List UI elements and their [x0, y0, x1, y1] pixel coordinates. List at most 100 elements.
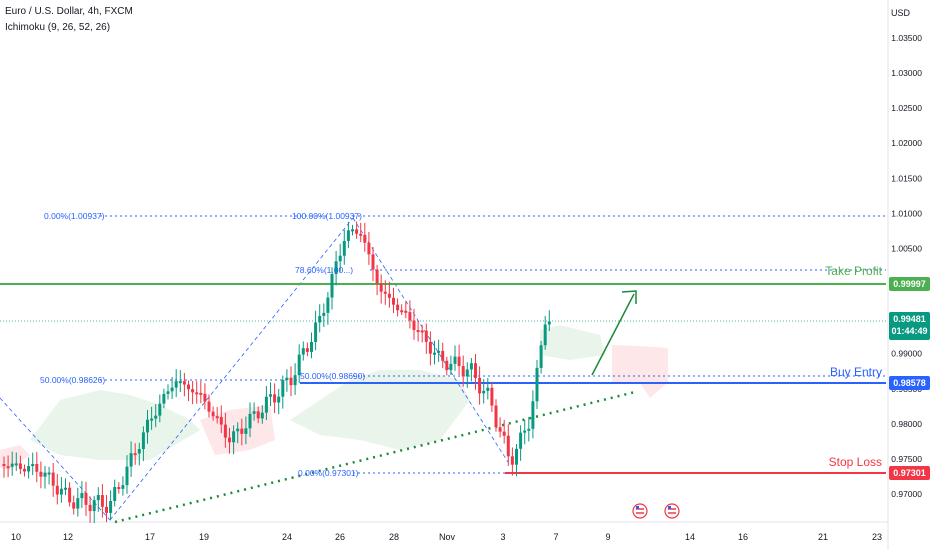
current-price-badge [889, 312, 930, 340]
candle-body [14, 463, 18, 466]
candle-body [178, 381, 182, 384]
candle-body [55, 485, 59, 495]
candle-body [248, 413, 252, 429]
candle-body [281, 379, 285, 397]
candle-body [191, 389, 195, 393]
projection-arrow-head [621, 290, 637, 304]
candle-body [43, 472, 47, 477]
us-event-icon-canton [636, 506, 639, 509]
indicator-label[interactable]: Ichimoku (9, 26, 52, 26) [5, 22, 111, 33]
candle-body [207, 401, 211, 412]
candle-body [449, 363, 453, 371]
candle-body [170, 387, 174, 392]
price-tick: 1.01500 [891, 173, 922, 183]
fib-swing-line [109, 217, 354, 521]
candle-body [289, 377, 293, 386]
candle-body [474, 363, 477, 378]
candle-body [367, 242, 371, 255]
candle-body [437, 350, 441, 353]
price-tick: 0.97000 [891, 489, 922, 499]
current-price-badge-text: 01:44:49 [891, 326, 927, 336]
candle-body [199, 392, 203, 395]
candle-body [490, 387, 494, 406]
candle-body [297, 354, 301, 376]
candle-body [219, 416, 223, 425]
candle-body [47, 472, 51, 475]
time-tick: 3 [500, 532, 505, 542]
candle-body [88, 504, 92, 512]
stop-loss-badge-text: 0.97301 [893, 468, 926, 478]
candle-body [453, 356, 457, 364]
current-price-badge-text: 0.99481 [893, 314, 926, 324]
candle-body [252, 411, 256, 414]
candle-body [412, 320, 416, 331]
candle-body [133, 453, 137, 456]
candle-body [465, 369, 469, 377]
time-tick: 17 [145, 532, 155, 542]
buy-entry-label: Buy Entry [830, 365, 882, 379]
fib-label-50: 50.00%(0.98690) [300, 371, 365, 381]
candle-body [330, 274, 334, 298]
candle-body [80, 493, 84, 499]
candle-body [174, 381, 178, 388]
time-tick: 24 [282, 532, 292, 542]
candle-body [137, 449, 141, 454]
fib-label-left-mid: 50.00%(0.98626) [40, 375, 105, 385]
candle-body [363, 234, 367, 243]
time-tick: 10 [11, 532, 21, 542]
price-tick: 1.03500 [891, 33, 922, 43]
candle-body [502, 431, 506, 436]
fib-label-786: 78.60%(1.00...) [295, 265, 353, 275]
candle-body [392, 297, 395, 305]
candle-body [203, 393, 207, 402]
candle-body [129, 453, 133, 467]
candle-body [420, 330, 424, 333]
candle-body [404, 310, 408, 313]
candle-body [35, 463, 39, 472]
candle-body [400, 310, 404, 313]
candle-body [482, 390, 486, 394]
candle-body [256, 411, 260, 419]
candle-body [195, 392, 199, 395]
price-tick: 1.02500 [891, 103, 922, 113]
time-tick: 7 [553, 532, 558, 542]
price-tick: 0.99000 [891, 349, 922, 359]
candle-body [146, 419, 149, 433]
candle-body [408, 312, 412, 321]
candle-body [6, 466, 10, 469]
time-tick: 14 [685, 532, 695, 542]
candle-body [105, 506, 108, 513]
candle-body [285, 377, 289, 380]
candle-body [2, 464, 6, 467]
buy-entry-badge [889, 376, 930, 390]
candle-body [277, 396, 281, 403]
candle-body [351, 229, 354, 232]
us-event-icon [664, 503, 680, 519]
fib-swing-line [352, 217, 509, 463]
candle-body [461, 366, 465, 377]
ichimoku-cloud-bullish [540, 325, 605, 360]
fib-label-left-top: 0.00%(1.00937) [44, 211, 105, 221]
candle-body [232, 431, 236, 443]
ichimoku-cloud-bearish [612, 345, 668, 398]
fib-label-100: 100.00%(1.00937) [292, 211, 362, 221]
buy-entry-badge-text: 0.98578 [893, 378, 926, 388]
candle-body [342, 240, 346, 256]
candle-body [543, 324, 547, 346]
time-tick: 23 [872, 532, 882, 542]
time-tick: 16 [738, 532, 748, 542]
candle-body [23, 468, 26, 472]
price-tick: 0.98000 [891, 419, 922, 429]
candle-body [158, 403, 162, 416]
candle-body [125, 466, 129, 486]
us-event-icon-canton [668, 506, 671, 509]
candle-body [64, 487, 67, 490]
candle-body [228, 437, 231, 443]
time-tick: 21 [818, 532, 828, 542]
candle-body [39, 471, 43, 477]
candle-body [355, 229, 359, 234]
us-event-icon [632, 503, 648, 519]
price-tick: 1.01000 [891, 208, 922, 218]
